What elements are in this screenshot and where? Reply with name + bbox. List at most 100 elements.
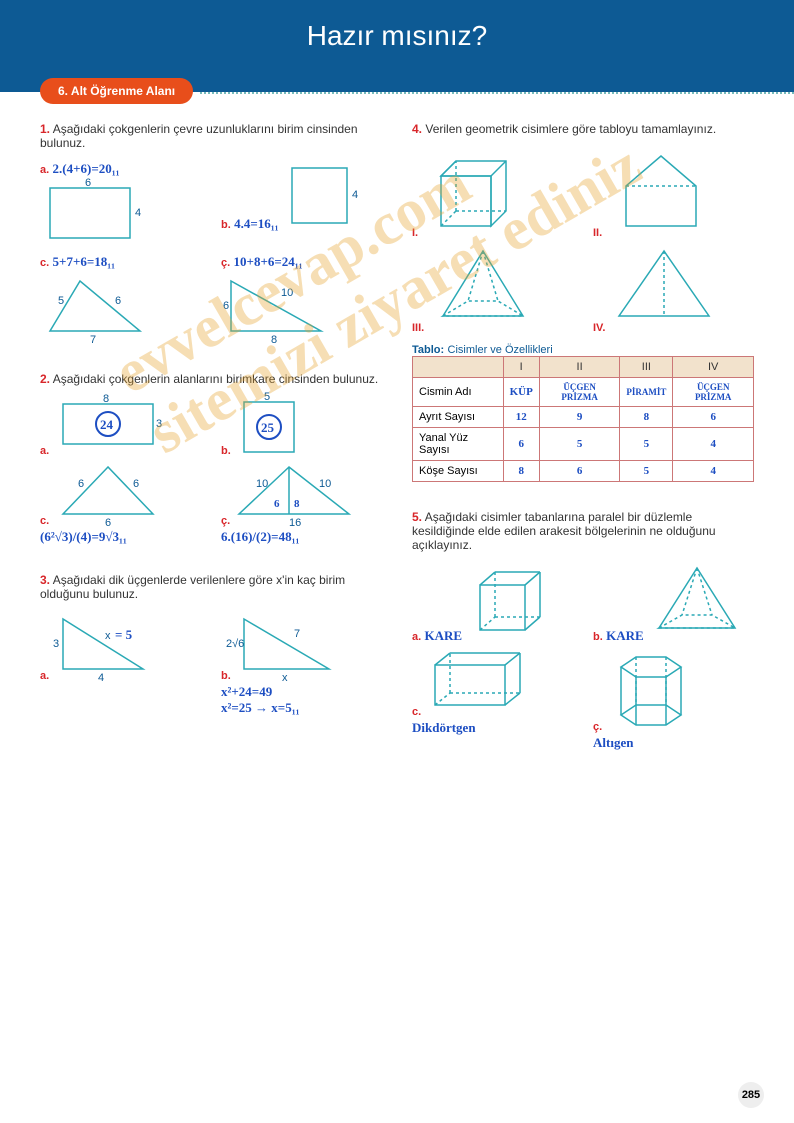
svg-text:5: 5: [264, 391, 270, 403]
page-header: Hazır mısınız? 6. Alt Öğrenme Alanı: [0, 0, 794, 92]
svg-text:8: 8: [271, 334, 277, 346]
q5-text: Aşağıdaki cisimler tabanlarına paralel b…: [412, 510, 716, 552]
q5d-hexprism: [606, 645, 706, 730]
q5c-prism: [425, 645, 535, 715]
q2d-label: ç.: [221, 515, 230, 527]
q2a-rect: 8 3 24: [53, 394, 163, 454]
svg-text:6: 6: [115, 295, 121, 307]
q4-i-label: I.: [412, 227, 418, 239]
q5b-pyramid: [647, 560, 747, 640]
svg-text:7: 7: [294, 628, 300, 640]
left-column: 1. Aşağıdaki çokgenlerin çevre uzunlukla…: [40, 122, 382, 779]
svg-text:16: 16: [289, 517, 301, 529]
q2-number: 2.: [40, 372, 50, 386]
q1d-answer: 10+8+6=24₁₁: [234, 254, 303, 269]
question-2: 2. Aşağıdaki çokgenlerin alanlarını biri…: [40, 372, 382, 545]
svg-text:3: 3: [156, 418, 162, 430]
q3b-triangle: 2√6 7 x: [234, 609, 344, 679]
table-title: Tablo:: [412, 344, 444, 356]
svg-text:8: 8: [103, 393, 109, 405]
q1a-label: a.: [40, 164, 49, 176]
svg-text:10: 10: [256, 478, 268, 490]
q1c-answer: 5+7+6=18₁₁: [53, 254, 116, 269]
q5b-label: b.: [593, 631, 603, 643]
q3a-label: a.: [40, 670, 49, 682]
q2c-label: c.: [40, 515, 49, 527]
q5c-answer: Dikdörtgen: [412, 720, 573, 736]
table-row: Ayrıt Sayısı12986: [413, 407, 754, 428]
q4-iv-label: IV.: [593, 322, 605, 334]
q4-ii-label: II.: [593, 227, 602, 239]
svg-text:7: 7: [90, 334, 96, 346]
question-4: 4. Verilen geometrik cisimlere göre tabl…: [412, 122, 754, 482]
q4-prism-house: [606, 146, 716, 236]
q5a-label: a.: [412, 631, 421, 643]
svg-text:6: 6: [105, 517, 111, 529]
q1a-rect: 6 4: [40, 178, 140, 248]
svg-text:24: 24: [100, 417, 114, 432]
q1c-triangle: 5 7 6: [40, 271, 150, 341]
table-row: Köşe Sayısı8654: [413, 461, 754, 482]
table-row: Yanal Yüz Sayısı6554: [413, 428, 754, 461]
svg-text:8: 8: [294, 498, 300, 510]
q1b-label: b.: [221, 219, 231, 231]
q1a-answer: 2.(4+6)=20₁₁: [53, 161, 120, 176]
q5-number: 5.: [412, 510, 422, 524]
q5b-answer: KARE: [606, 628, 644, 643]
q2b-label: b.: [221, 445, 231, 457]
q4-text: Verilen geometrik cisimlere göre tabloyu…: [425, 122, 716, 136]
q1d-triangle: 6 8 10: [221, 271, 331, 341]
q5d-answer: Altıgen: [593, 735, 754, 751]
table-subtitle: Cisimler ve Özellikleri: [448, 344, 553, 356]
right-column: 4. Verilen geometrik cisimlere göre tabl…: [412, 122, 754, 779]
q2c-triangle: 6 6 6: [53, 459, 163, 524]
svg-text:4: 4: [135, 207, 141, 219]
svg-text:10: 10: [319, 478, 331, 490]
question-1: 1. Aşağıdaki çokgenlerin çevre uzunlukla…: [40, 122, 382, 344]
svg-text:25: 25: [261, 420, 275, 435]
svg-text:3: 3: [53, 638, 59, 650]
question-3: 3. Aşağıdaki dik üçgenlerde verilenlere …: [40, 573, 382, 716]
svg-text:x: x: [105, 630, 111, 642]
q4-number: 4.: [412, 122, 422, 136]
svg-text:4: 4: [98, 672, 104, 684]
q5a-answer: KARE: [425, 628, 463, 643]
svg-text:6: 6: [85, 177, 91, 189]
properties-table: IIIIIIIV Cismin AdıKÜPÜÇGEN PRİZMAPİRAMİ…: [412, 356, 754, 482]
q2d-answer: 6.(16)/(2)=48₁₁: [221, 529, 382, 545]
question-5: 5. Aşağıdaki cisimler tabanlarına parale…: [412, 510, 754, 751]
page-title: Hazır mısınız?: [0, 20, 794, 52]
q5d-label: ç.: [593, 721, 602, 733]
svg-text:2√6: 2√6: [226, 638, 244, 650]
q3b-answer: x²+24=49 x²=25 → x=5₁₁: [221, 684, 382, 716]
svg-text:10: 10: [281, 287, 293, 299]
q5c-label: c.: [412, 706, 421, 718]
q4-pyramid: [428, 241, 538, 331]
page-number: 285: [738, 1082, 764, 1108]
q1b-answer: 4.4=16₁₁: [234, 216, 278, 231]
q2-text: Aşağıdaki çokgenlerin alanlarını birimka…: [53, 372, 379, 386]
table-row: Cismin AdıKÜPÜÇGEN PRİZMAPİRAMİTÜÇGEN PR…: [413, 378, 754, 407]
svg-text:6: 6: [78, 478, 84, 490]
svg-text:4: 4: [352, 189, 358, 201]
svg-text:6: 6: [133, 478, 139, 490]
q1-number: 1.: [40, 122, 50, 136]
svg-text:6: 6: [223, 300, 229, 312]
q3-text: Aşağıdaki dik üçgenlerde verilenlere gör…: [40, 573, 345, 601]
q2c-answer: (6²√3)/(4)=9√3₁₁: [40, 529, 201, 545]
q4-iii-label: III.: [412, 322, 424, 334]
svg-text:= 5: = 5: [115, 627, 133, 642]
q2a-label: a.: [40, 445, 49, 457]
svg-text:6: 6: [274, 498, 280, 510]
q1d-label: ç.: [221, 257, 230, 269]
svg-text:5: 5: [58, 295, 64, 307]
q2d-triangle: 10 10 16 6 8: [234, 459, 354, 524]
q1c-label: c.: [40, 257, 49, 269]
q4-cube: [421, 146, 531, 236]
q5a-cube: [465, 560, 565, 640]
q1b-square: 4: [282, 158, 362, 228]
svg-text:x: x: [282, 672, 288, 684]
section-badge: 6. Alt Öğrenme Alanı: [40, 78, 193, 104]
content: 1. Aşağıdaki çokgenlerin çevre uzunlukla…: [0, 92, 794, 799]
q4-tetra: [609, 241, 719, 331]
